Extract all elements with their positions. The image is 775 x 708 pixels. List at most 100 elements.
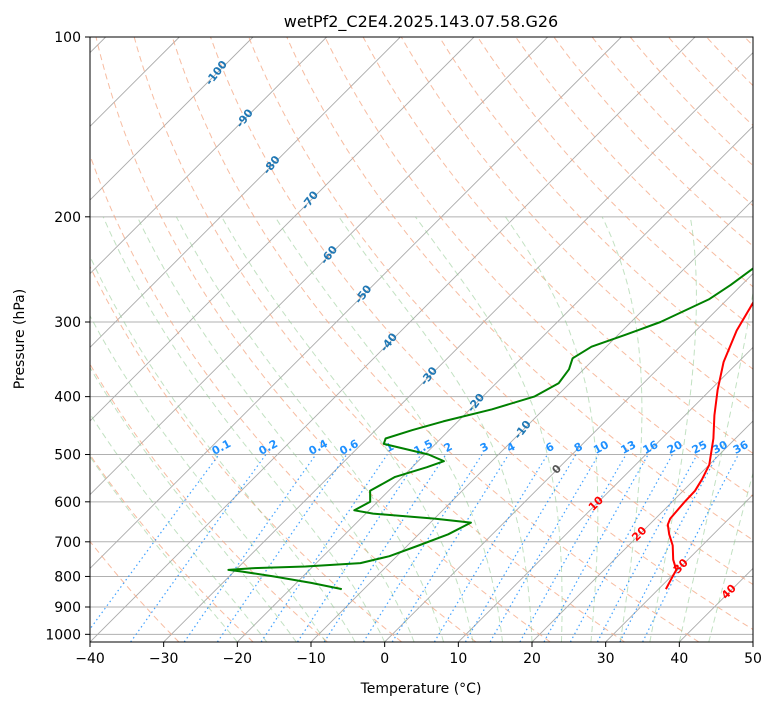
y-axis-title: Pressure (hPa) <box>12 289 28 389</box>
moist-adiabat-line <box>504 216 599 642</box>
x-tick-label: 40 <box>670 651 688 667</box>
isotherm-label: 10 <box>586 493 606 513</box>
y-tick-label: 500 <box>54 448 81 464</box>
dry-adiabat-line <box>553 37 753 247</box>
mixing-ratio-line <box>391 454 510 642</box>
isotherm-label: 0 <box>549 462 564 477</box>
dry-adiabat-line <box>133 37 625 642</box>
isotherm-line <box>679 567 753 642</box>
x-tick-label: −40 <box>75 651 105 667</box>
dry-adiabat-line <box>438 37 753 370</box>
dry-adiabat-line <box>90 453 254 642</box>
moist-adiabat-line <box>274 216 503 642</box>
x-tick-label: 50 <box>744 651 762 667</box>
moist-adiabat-line <box>678 289 753 642</box>
dry-adiabat-line <box>90 265 403 642</box>
x-tick-label: −30 <box>149 651 179 667</box>
isotherm-line <box>90 37 254 201</box>
temperature-profile-line <box>665 300 753 590</box>
y-tick-label: 700 <box>54 535 81 551</box>
y-tick-label: 800 <box>54 569 81 585</box>
moist-adiabat-line <box>102 216 386 642</box>
plot-frame <box>89 36 754 643</box>
dry-adiabat-line <box>95 37 551 642</box>
isotherm-line <box>163 52 753 642</box>
isotherm-line <box>752 641 753 642</box>
dry-adiabat-label: -100 <box>203 58 230 88</box>
moist-adiabat-line <box>90 366 297 642</box>
dry-adiabat-line <box>668 37 753 127</box>
isotherm-line <box>384 273 753 642</box>
y-tick-label: 900 <box>54 600 81 616</box>
dry-adiabat-line <box>248 37 753 586</box>
mixing-ratio-label: 36 <box>731 438 751 457</box>
mixing-ratio-label: 6 <box>543 440 556 455</box>
x-tick-label: −10 <box>296 651 326 667</box>
moist-adiabat-line <box>90 255 356 642</box>
x-tick-label: 10 <box>449 651 467 667</box>
mixing-ratio-label: 13 <box>619 438 639 457</box>
dry-adiabat-line <box>362 37 753 455</box>
y-tick-label: 600 <box>54 495 81 511</box>
mixing-ratio-line <box>642 454 739 642</box>
x-tick-label: −20 <box>223 651 253 667</box>
isotherm-line <box>90 37 622 569</box>
moist-adiabat-line <box>338 216 533 642</box>
dry-adiabat-line <box>324 37 753 497</box>
mixing-ratio-line <box>464 454 577 642</box>
isotherm-line <box>605 494 753 642</box>
mixing-ratio-line <box>596 454 698 642</box>
dry-adiabat-line <box>591 37 753 207</box>
x-axis-title: Temperature (°C) <box>360 681 482 697</box>
isotherm-line <box>90 37 696 642</box>
moist-adiabat-line <box>708 471 753 642</box>
y-tick-label: 300 <box>54 315 81 331</box>
y-tick-label: 100 <box>54 30 81 46</box>
dry-adiabat-line <box>90 363 328 642</box>
mixing-ratio-line <box>433 454 549 642</box>
moist-adiabat-line <box>414 216 563 642</box>
mixing-ratio-line <box>519 454 627 642</box>
mixing-ratio-label: 10 <box>591 438 611 457</box>
dry-adiabat-line <box>515 37 753 288</box>
mixing-ratio-label: 2 <box>442 440 455 455</box>
mixing-ratio-line <box>90 454 220 630</box>
mixing-ratio-label: 3 <box>478 440 491 455</box>
moist-adiabat-line <box>90 413 268 642</box>
dry-adiabat-line <box>171 37 700 642</box>
dry-adiabat-line <box>90 153 477 642</box>
background-lines <box>90 37 753 642</box>
dewpoint-profile-line <box>227 267 753 591</box>
mixing-ratio-line <box>216 454 348 642</box>
mixing-ratio-label: 4 <box>505 440 518 455</box>
isotherm-label: 40 <box>719 582 739 602</box>
moist-adiabat-line <box>649 216 697 642</box>
y-tick-label: 1000 <box>45 627 81 643</box>
moist-adiabat-line <box>136 216 415 642</box>
dry-adiabat-line <box>210 37 753 631</box>
x-axis: −40 −30 −20 −10 0 10 20 30 40 50 <box>75 642 762 667</box>
mixing-ratio-line <box>296 454 422 642</box>
isotherm-line <box>310 199 753 642</box>
isotherm-line <box>458 346 753 642</box>
isotherm-line <box>90 37 327 275</box>
x-tick-label: 0 <box>380 651 389 667</box>
dry-adiabat-line <box>744 37 753 47</box>
isotherm-line <box>90 37 401 348</box>
mixing-ratio-label: 20 <box>665 438 685 457</box>
moist-adiabat-line <box>175 216 445 642</box>
profiles <box>227 267 753 591</box>
x-tick-label: 30 <box>597 651 615 667</box>
mixing-ratio-line <box>362 454 483 642</box>
dry-adiabat-line <box>706 37 753 87</box>
dry-adiabat-line <box>477 37 753 329</box>
mixing-ratio-line <box>323 454 447 642</box>
dry-adiabat-line <box>400 37 753 412</box>
x-tick-label: 20 <box>523 651 541 667</box>
moist-adiabat-line <box>221 216 474 642</box>
mixing-ratio-label: 30 <box>710 438 730 457</box>
y-axis: 100 200 300 400 500 600 700 800 900 1000 <box>45 30 90 643</box>
mixing-ratio-label: 25 <box>690 438 710 457</box>
y-tick-label: 200 <box>54 210 81 226</box>
